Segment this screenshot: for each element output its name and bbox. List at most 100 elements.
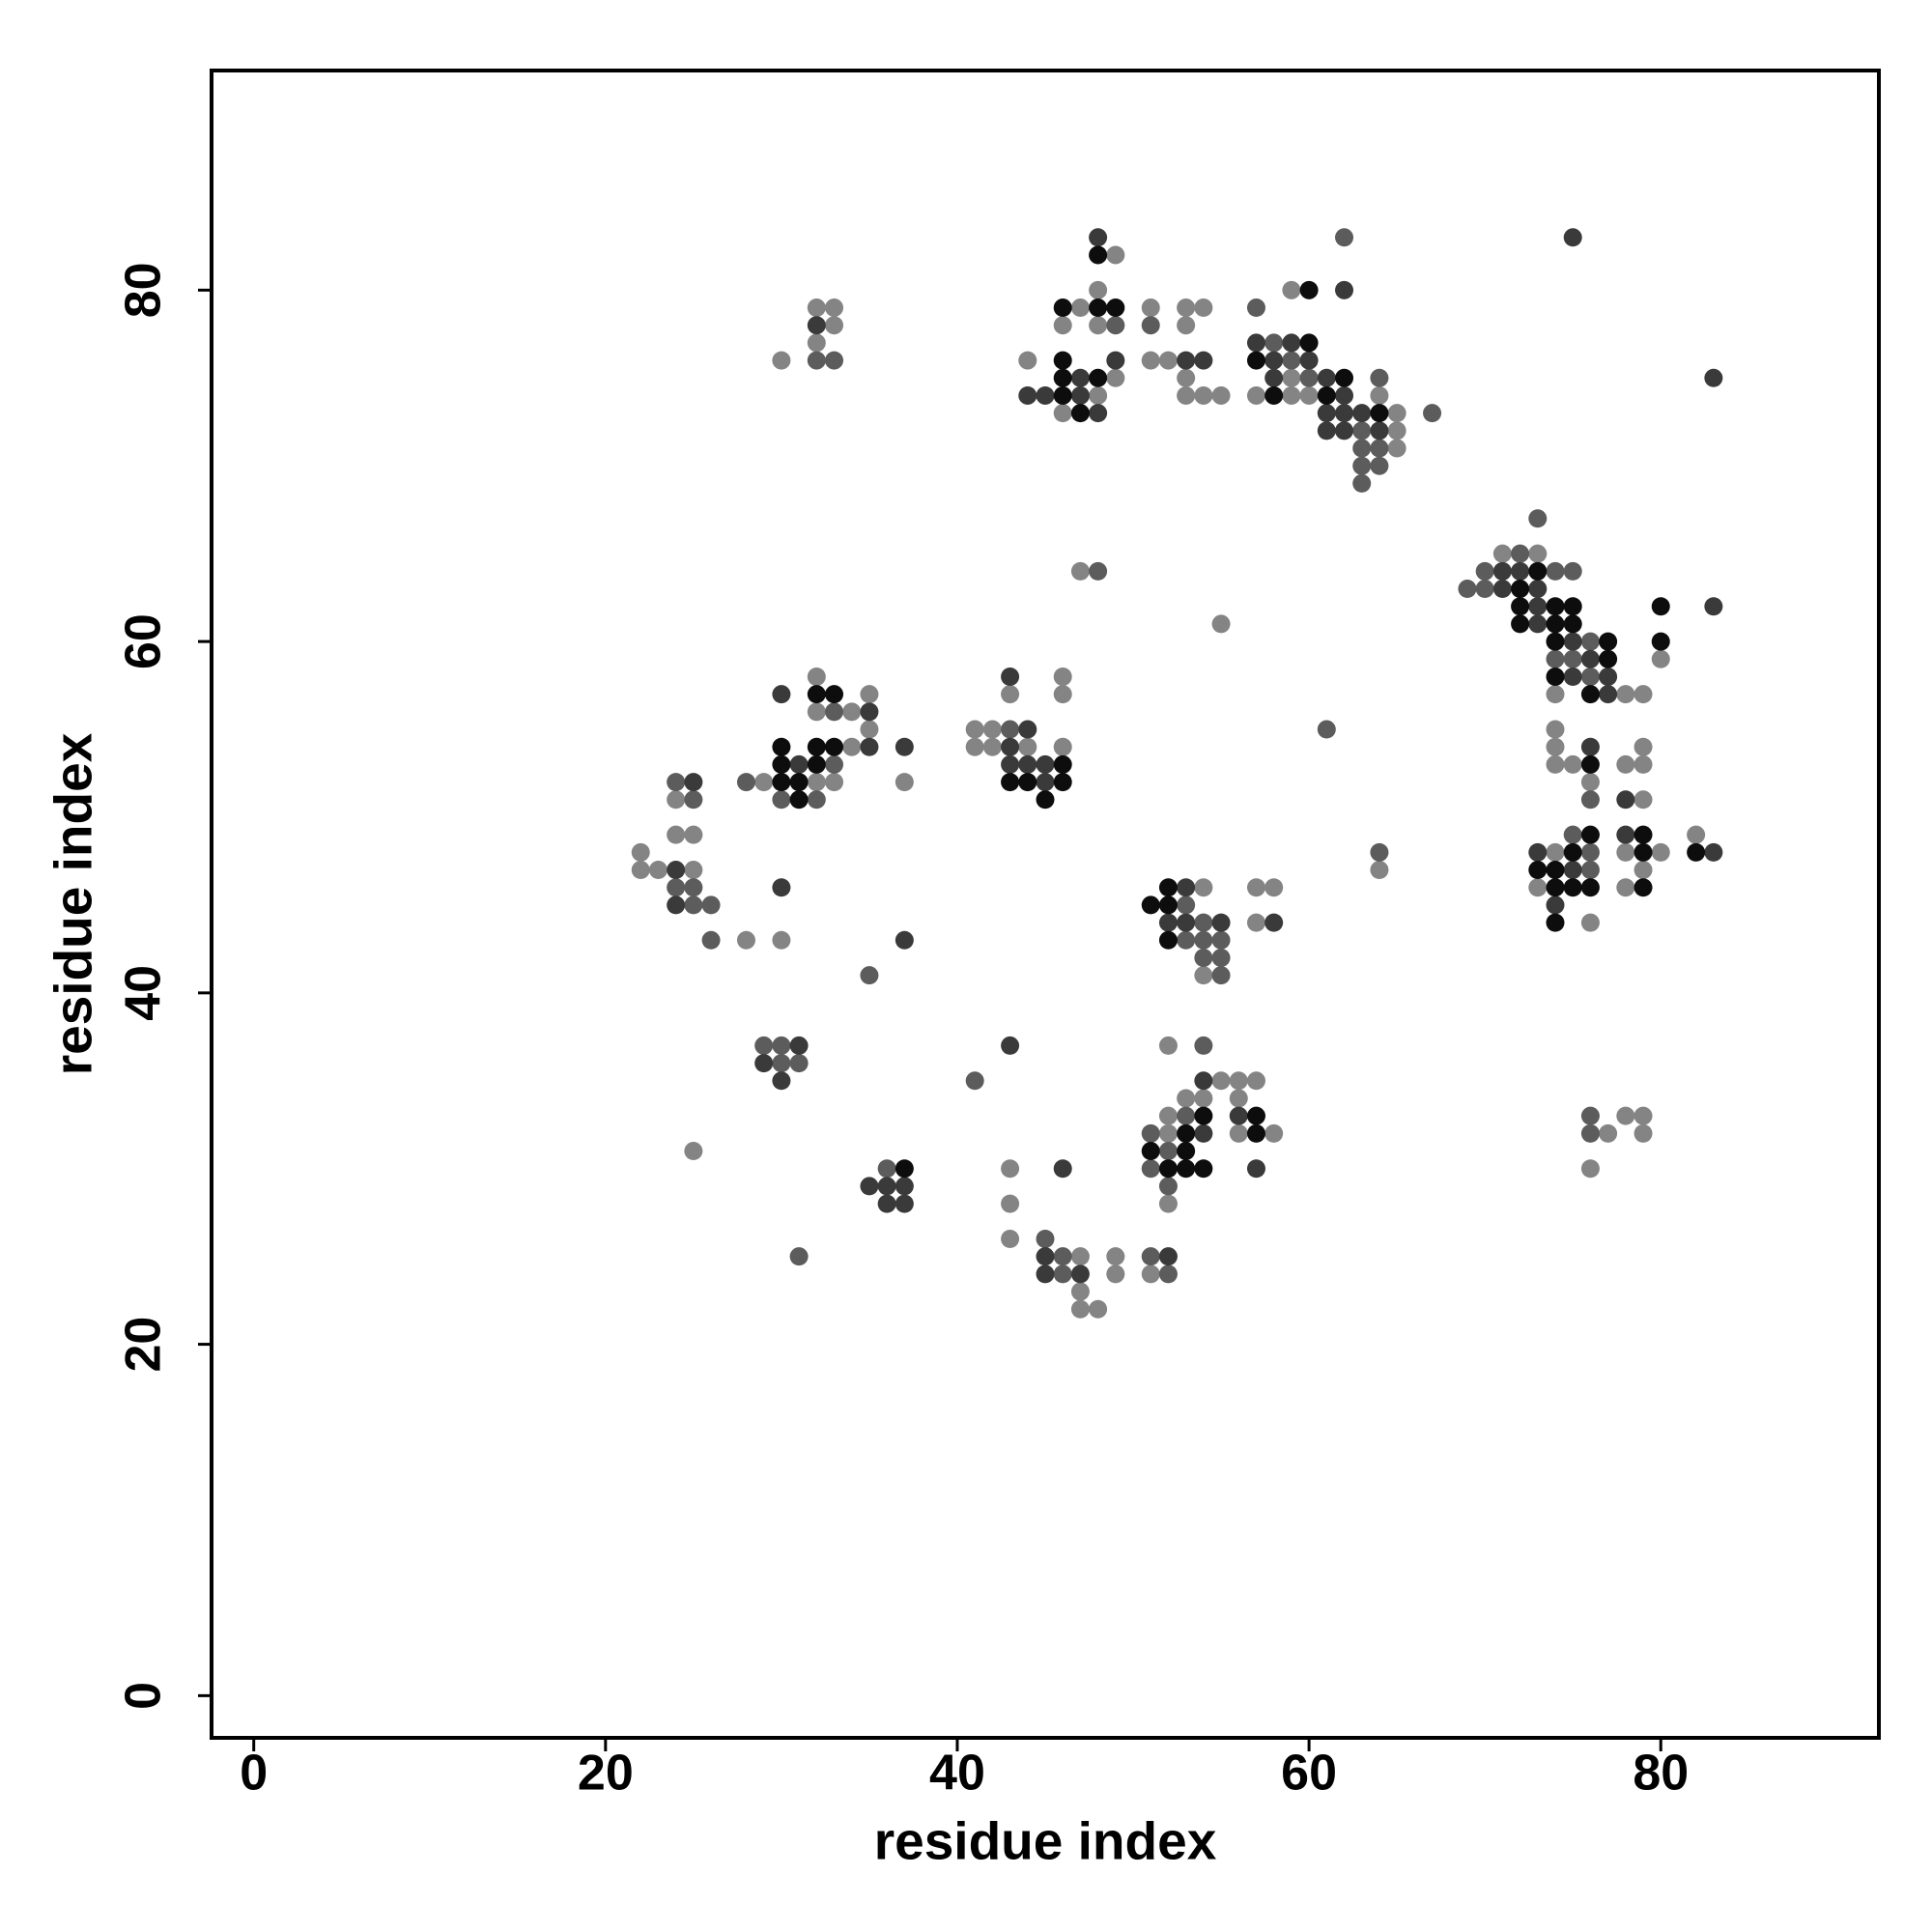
point	[1158, 1194, 1178, 1213]
point	[1070, 1282, 1090, 1301]
point	[1528, 597, 1548, 616]
point	[1546, 649, 1565, 668]
point	[1229, 1123, 1248, 1143]
point	[1634, 1106, 1653, 1125]
point	[1546, 878, 1565, 897]
point	[1704, 368, 1723, 387]
point	[1194, 1159, 1213, 1179]
point	[1511, 561, 1530, 581]
point	[860, 685, 879, 704]
point	[1264, 333, 1284, 353]
point	[1580, 737, 1600, 756]
point	[1211, 1071, 1231, 1091]
y-tick-label: 40	[116, 965, 172, 1021]
point	[1177, 351, 1196, 370]
point	[807, 316, 826, 335]
point	[1036, 1247, 1055, 1266]
point	[1423, 404, 1442, 423]
point	[1528, 544, 1548, 563]
point	[1475, 561, 1494, 581]
point	[877, 1194, 896, 1213]
point	[1599, 1123, 1618, 1143]
point	[1335, 228, 1354, 247]
point	[1370, 439, 1389, 458]
point	[1299, 280, 1319, 299]
point	[1352, 421, 1372, 440]
point	[807, 667, 826, 686]
point	[789, 1247, 809, 1266]
point	[1651, 842, 1670, 862]
point	[1546, 913, 1565, 932]
point	[1370, 404, 1389, 423]
point	[1053, 773, 1072, 792]
point	[667, 825, 686, 844]
point	[1158, 1036, 1178, 1055]
point	[1070, 561, 1090, 581]
point	[1001, 1194, 1020, 1213]
point	[1546, 720, 1565, 739]
point	[1106, 245, 1125, 265]
point	[1264, 351, 1284, 370]
point	[1177, 1159, 1196, 1179]
point	[1194, 1089, 1213, 1108]
point	[1580, 878, 1600, 897]
y-tick-label: 60	[116, 613, 172, 669]
y-tick-label: 80	[116, 262, 172, 318]
point	[1229, 1106, 1248, 1125]
point	[1246, 1123, 1265, 1143]
point	[1089, 404, 1108, 423]
point	[1528, 561, 1548, 581]
point	[1141, 1123, 1160, 1143]
point	[807, 754, 826, 774]
point	[1580, 773, 1600, 792]
point	[825, 685, 844, 704]
point	[1229, 1089, 1248, 1108]
point	[1141, 298, 1160, 318]
point	[1141, 1264, 1160, 1284]
point	[1177, 1089, 1196, 1108]
point	[1546, 597, 1565, 616]
point	[1563, 878, 1582, 897]
point	[667, 773, 686, 792]
point	[1158, 913, 1178, 932]
point	[684, 773, 703, 792]
point	[1616, 790, 1635, 810]
point	[1616, 1106, 1635, 1125]
point	[1158, 1159, 1178, 1179]
point	[825, 298, 844, 318]
point	[895, 1159, 914, 1179]
x-tick-label: 60	[1281, 1746, 1337, 1802]
point	[1546, 737, 1565, 756]
point	[860, 720, 879, 739]
point	[1070, 368, 1090, 387]
point	[754, 1054, 774, 1073]
point	[1616, 825, 1635, 844]
point	[1511, 544, 1530, 563]
point	[1141, 1142, 1160, 1161]
point	[1528, 861, 1548, 880]
point	[1246, 333, 1265, 353]
point	[1335, 404, 1354, 423]
point	[684, 895, 703, 915]
point	[1634, 861, 1653, 880]
point	[1158, 1106, 1178, 1125]
point	[684, 1142, 703, 1161]
point	[1089, 228, 1108, 247]
point	[789, 754, 809, 774]
point	[807, 702, 826, 722]
point	[842, 737, 862, 756]
point	[1546, 754, 1565, 774]
point	[1387, 421, 1406, 440]
point	[1246, 385, 1265, 405]
point	[1158, 1142, 1178, 1161]
point	[1194, 298, 1213, 318]
point	[1634, 754, 1653, 774]
point	[1563, 649, 1582, 668]
point	[1036, 1264, 1055, 1284]
point	[1599, 685, 1618, 704]
point	[1580, 685, 1600, 704]
point	[1563, 561, 1582, 581]
point	[1177, 895, 1196, 915]
point	[1282, 368, 1301, 387]
